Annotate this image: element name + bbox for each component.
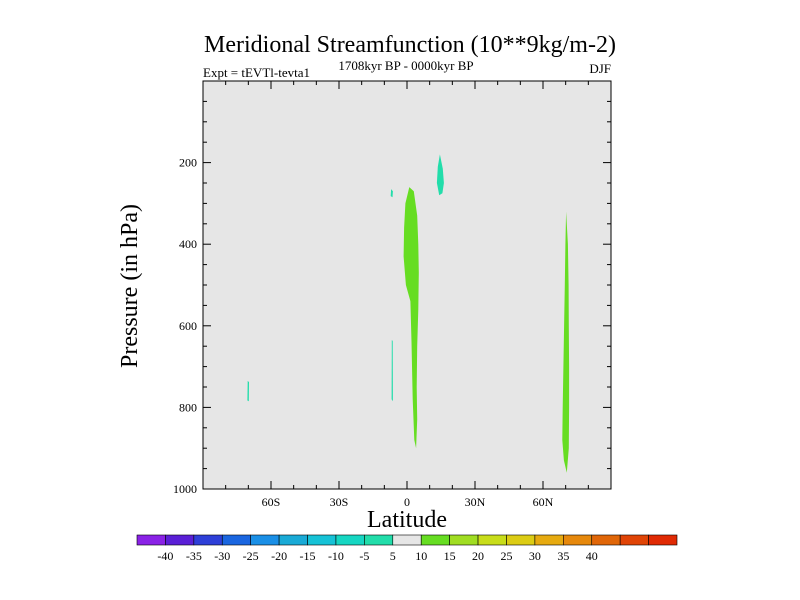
- colorbar-label: 20: [472, 549, 484, 563]
- y-tick-label: 200: [179, 156, 197, 170]
- colorbar-label: 30: [529, 549, 541, 563]
- colorbar-label: -20: [271, 549, 287, 563]
- contour-positive-cell-equator: [403, 187, 419, 449]
- colorbar-label: 35: [557, 549, 569, 563]
- colorbar-label: 5: [390, 549, 396, 563]
- y-axis-label: Pressure (in hPa): [117, 204, 143, 368]
- colorbar-label: 40: [586, 549, 598, 563]
- colorbar-swatch: [335, 534, 365, 546]
- colorbar-swatch: [477, 534, 507, 546]
- contour-positive-cell-north: [562, 211, 570, 473]
- colorbar-swatch: [278, 534, 308, 546]
- colorbar-label: -5: [359, 549, 369, 563]
- colorbar-label: -35: [186, 549, 202, 563]
- contour-negative-cell-line: [391, 340, 393, 402]
- chart-title: Meridional Streamfunction (10**9kg/m-2): [204, 32, 616, 58]
- colorbar-swatch: [136, 534, 166, 546]
- colorbar-swatch: [619, 534, 649, 546]
- colorbar-label: -10: [328, 549, 344, 563]
- contour-negative-cell-upper: [436, 154, 444, 196]
- x-tick-label: 30S: [330, 495, 349, 509]
- colorbar-swatch: [221, 534, 251, 546]
- y-tick-label: 400: [179, 237, 197, 251]
- colorbar-swatch: [591, 534, 621, 546]
- colorbar-swatch: [165, 534, 195, 546]
- y-axis: 200 400 600 800 1000: [173, 100, 611, 496]
- y-tick-label: 800: [179, 400, 197, 414]
- colorbar-swatch: [250, 534, 280, 546]
- contour-negative-cell-small: [390, 189, 393, 198]
- colorbar: -40 -35 -30 -25 -20 -15 -10 -5 5 10 15 20 25 30 35 40: [136, 534, 678, 563]
- subtitle-right: DJF: [589, 61, 611, 76]
- colorbar-swatch: [364, 534, 394, 546]
- x-tick-label: 0: [404, 495, 410, 509]
- colorbar-swatch: [392, 534, 422, 546]
- colorbar-swatch: [307, 534, 337, 546]
- colorbar-label: 25: [500, 549, 512, 563]
- colorbar-label: -30: [214, 549, 230, 563]
- x-axis-label: Latitude: [367, 507, 447, 533]
- colorbar-label: -25: [243, 549, 259, 563]
- subtitle-center: 1708kyr BP - 0000kyr BP: [338, 58, 473, 73]
- x-axis: 60S 30S 0 30N 60N: [225, 81, 589, 509]
- colorbar-label: -15: [300, 549, 316, 563]
- x-tick-label: 30N: [465, 495, 486, 509]
- colorbar-label: -40: [157, 549, 173, 563]
- subtitle-left: Expt = tEVTl-tevta1: [203, 65, 310, 80]
- x-tick-label: 60N: [533, 495, 554, 509]
- colorbar-swatch: [420, 534, 450, 546]
- colorbar-label: 15: [444, 549, 456, 563]
- colorbar-swatch: [534, 534, 564, 546]
- x-tick-label: 60S: [262, 495, 281, 509]
- colorbar-label: 10: [415, 549, 427, 563]
- colorbar-swatch: [506, 534, 536, 546]
- colorbar-swatch: [563, 534, 593, 546]
- colorbar-swatch: [449, 534, 479, 546]
- contour-negative-cell-south: [247, 380, 249, 402]
- contour-regions: [247, 154, 570, 473]
- y-tick-label: 600: [179, 319, 197, 333]
- colorbar-swatch: [193, 534, 223, 546]
- y-tick-label: 1000: [173, 482, 197, 496]
- colorbar-swatch: [648, 534, 678, 546]
